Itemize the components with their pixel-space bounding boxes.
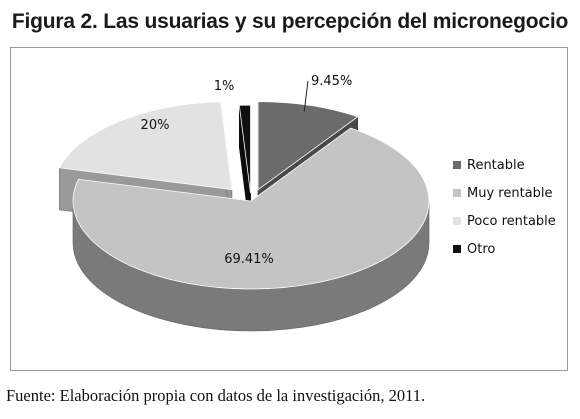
data-label-rentable: 9.45% [311, 74, 352, 89]
data-label-otro: 1% [214, 79, 235, 94]
legend-item-otro: Otro [453, 242, 565, 270]
leader-line-rentable [303, 80, 309, 112]
legend-swatch-muy-rentable [453, 189, 461, 197]
pie-chart: 9.45% 69.41% 20% 1% [58, 74, 430, 332]
legend-swatch-rentable [453, 161, 461, 169]
legend-item-rentable: Rentable [453, 158, 565, 186]
slice-otro [238, 104, 251, 194]
legend-item-poco-rentable: Poco rentable [453, 214, 565, 242]
data-label-poco-rentable: 20% [141, 118, 170, 133]
source-note: Fuente: Elaboración propia con datos de … [6, 386, 426, 405]
legend-swatch-poco-rentable [453, 217, 461, 225]
legend-label-poco-rentable: Poco rentable [467, 214, 556, 229]
page-title: Figura 2. Las usuarias y su percepción d… [11, 10, 569, 33]
legend-label-muy-rentable: Muy rentable [467, 186, 553, 201]
legend-label-otro: Otro [467, 242, 496, 257]
legend-item-muy-rentable: Muy rentable [453, 186, 565, 214]
legend-swatch-otro [453, 245, 461, 253]
slice-poco-rentable [58, 101, 233, 191]
pie-data-labels: 9.45% 69.41% 20% 1% [141, 74, 353, 267]
slice-muy-rentable [72, 127, 430, 290]
data-label-muy-rentable: 69.41% [224, 252, 274, 267]
legend-label-rentable: Rentable [467, 158, 525, 173]
chart-legend: Rentable Muy rentable Poco rentable Otro [453, 158, 565, 270]
pie-slices [58, 101, 430, 332]
slice-rentable [257, 101, 359, 191]
chart-frame: 9.45% 69.41% 20% 1% Rentable Muy rentabl… [10, 47, 568, 371]
